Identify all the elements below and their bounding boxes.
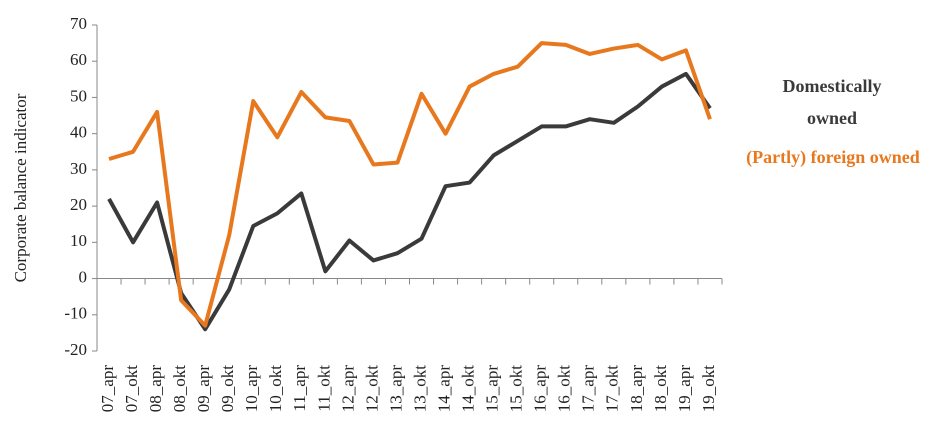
x-tick-label: 19_okt: [699, 365, 718, 413]
y-tick-label: 30: [70, 159, 87, 178]
y-tick-label: 40: [70, 123, 87, 142]
x-tick-label: 16_apr: [531, 365, 550, 413]
x-tick-label: 07_okt: [122, 365, 141, 413]
legend-entry: Domestically owned: [782, 76, 882, 128]
series-line: [107, 71, 712, 332]
y-tick-label: 50: [70, 86, 87, 105]
x-tick-label: 17_okt: [603, 365, 622, 413]
x-tick-label: 17_apr: [579, 365, 598, 413]
x-tick-label: 10_okt: [266, 365, 285, 413]
x-tick-label: 13_apr: [386, 365, 405, 413]
x-tick-label: 09_apr: [194, 365, 213, 413]
y-tick-label: 10: [70, 231, 87, 250]
x-tick-label: 12_okt: [362, 365, 381, 413]
x-tick-label: 08_apr: [146, 365, 165, 413]
x-tick-label: 19_apr: [675, 365, 694, 413]
x-tick-label: 18_apr: [627, 365, 646, 413]
x-tick-label: 12_apr: [338, 365, 357, 413]
y-tick-label: 20: [70, 195, 87, 214]
x-tick-label: 11_apr: [290, 365, 309, 412]
y-axis-label: Corporate balance indicator: [11, 93, 30, 282]
series-line: [108, 41, 712, 328]
x-tick-label: 09_okt: [218, 365, 237, 413]
y-tick-label: -10: [64, 304, 87, 323]
x-tick-label: 15_okt: [507, 365, 526, 413]
y-tick-label: -20: [64, 340, 87, 359]
y-tick-label: 0: [79, 267, 88, 286]
x-tick-label: 07_apr: [98, 365, 117, 413]
x-tick-label: 13_okt: [410, 365, 429, 413]
x-tick-label: 18_okt: [651, 365, 670, 413]
x-tick-label: 11_okt: [314, 365, 333, 412]
y-tick-label: 70: [70, 14, 87, 33]
x-tick-label: 10_apr: [242, 365, 261, 413]
x-tick-label: 14_apr: [434, 365, 453, 413]
x-tick-label: 15_apr: [483, 365, 502, 413]
x-tick-label: 08_okt: [170, 365, 189, 413]
legend-entry: (Partly) foreign owned: [746, 147, 920, 167]
x-tick-label: 14_okt: [459, 365, 478, 413]
x-tick-label: 16_okt: [555, 365, 574, 413]
y-tick-label: 60: [70, 50, 87, 69]
